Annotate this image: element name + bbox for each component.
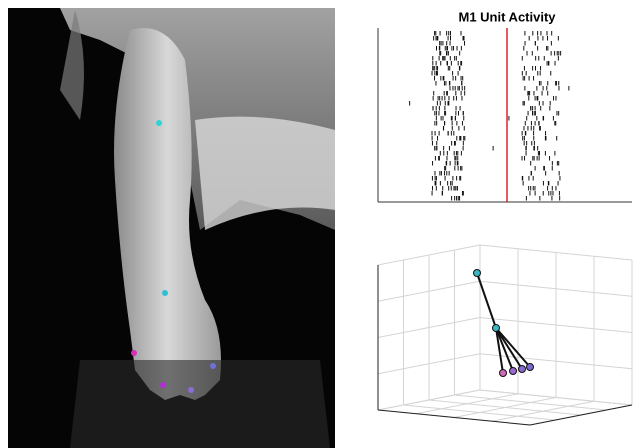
figure: M1 Unit Activity xyxy=(0,0,633,448)
grid-line xyxy=(454,398,556,418)
panel-title: M1 Unit Activity xyxy=(458,9,556,24)
keypoint xyxy=(493,325,500,332)
raster-plot xyxy=(378,28,632,202)
keypoint xyxy=(474,270,481,277)
keypoint xyxy=(527,364,534,371)
video-frame xyxy=(8,8,335,448)
grid-line xyxy=(492,401,594,421)
pose-3d-plot xyxy=(378,245,632,425)
keypoint xyxy=(519,366,526,373)
keypoint xyxy=(510,368,517,375)
axis-line xyxy=(530,405,632,425)
keypoint xyxy=(500,370,507,377)
axis-line xyxy=(378,410,530,425)
grid-line xyxy=(455,395,607,410)
